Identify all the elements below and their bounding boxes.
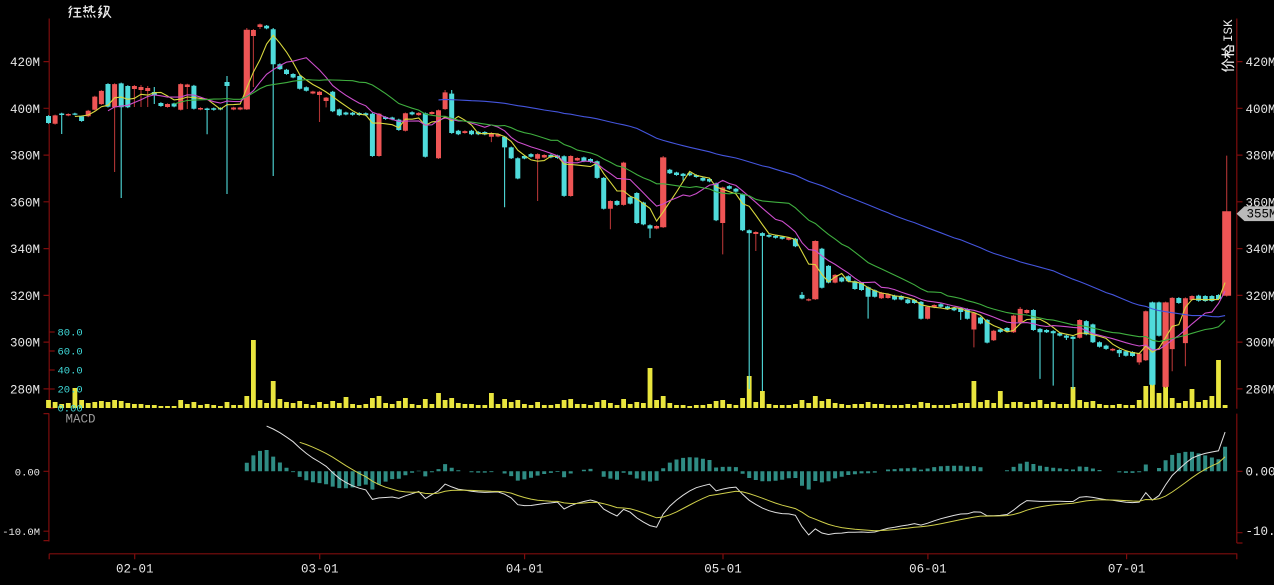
svg-text:420M: 420M [1246,56,1274,70]
svg-text:60.0: 60.0 [58,347,83,359]
svg-text:04-01: 04-01 [506,562,544,576]
svg-text:0.00: 0.00 [1246,465,1274,479]
svg-text:0.00: 0.00 [15,467,40,479]
svg-text:03-01: 03-01 [301,562,339,576]
svg-text:80.0: 80.0 [58,328,83,340]
svg-text:320M: 320M [10,290,40,304]
svg-text:300M: 300M [1246,337,1274,351]
svg-text:380M: 380M [1246,150,1274,164]
svg-text:280M: 280M [1246,383,1274,397]
svg-text:02-01: 02-01 [116,562,154,576]
svg-text:400M: 400M [1246,103,1274,117]
svg-text:280M: 280M [10,383,40,397]
svg-text:ISK: ISK [1222,19,1236,42]
svg-text:-10.0M: -10.0M [1246,525,1274,539]
svg-text:300M: 300M [10,337,40,351]
svg-text:400M: 400M [10,103,40,117]
svg-text:07-01: 07-01 [1108,562,1146,576]
svg-text:380M: 380M [10,150,40,164]
svg-text:360M: 360M [10,196,40,210]
svg-text:MACD: MACD [66,413,96,427]
svg-text:20.0: 20.0 [58,385,83,397]
svg-text:05-01: 05-01 [704,562,742,576]
svg-text:420M: 420M [10,56,40,70]
svg-text:340M: 340M [10,243,40,257]
svg-text:0.00: 0.00 [58,404,83,416]
svg-text:06-01: 06-01 [909,562,947,576]
svg-text:40.0: 40.0 [58,366,83,378]
svg-text:-10.0M: -10.0M [2,527,40,539]
svg-text:355M: 355M [1247,208,1274,222]
svg-text:340M: 340M [1246,243,1274,257]
svg-text:320M: 320M [1246,290,1274,304]
